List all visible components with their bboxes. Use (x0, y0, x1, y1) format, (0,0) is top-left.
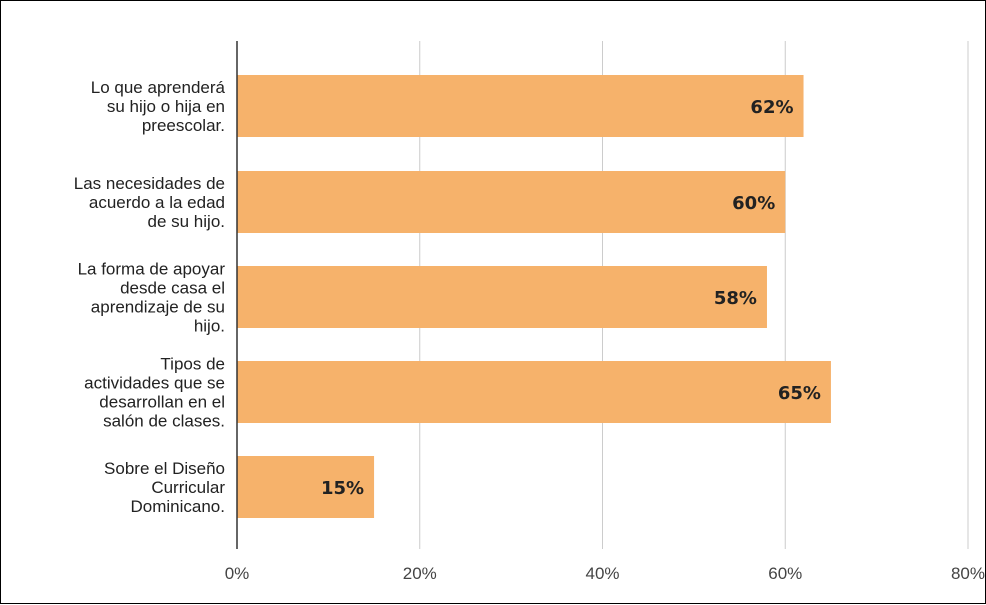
category-label-2: La forma de apoyar desde casa el aprendiza… (78, 260, 226, 336)
x-axis-ticks: 0% 20% 40% 60% 80% (225, 564, 985, 583)
category-label-3: Tipos de actividades que se desarrollan en… (84, 355, 225, 431)
category-label-line: su hijo o hija en (107, 97, 225, 116)
category-label-line: de su hijo. (148, 212, 226, 231)
category-label-line: desde casa el (120, 279, 225, 298)
category-label-line: actividades que se (84, 374, 225, 393)
data-label-1: 60% (732, 193, 775, 214)
x-tick-label-40: 40% (585, 564, 619, 583)
category-label-line: Curricular (151, 478, 225, 497)
category-label-4: Sobre el Diseño Curricular Dominicano. (104, 459, 225, 516)
x-tick-label-80: 80% (951, 564, 985, 583)
category-label-line: salón de clases. (103, 412, 225, 431)
x-tick-label-0: 0% (225, 564, 250, 583)
category-label-line: Sobre el Diseño (104, 459, 225, 478)
bar-1 (237, 171, 786, 233)
bar-0 (237, 75, 804, 137)
category-label-line: desarrollan en el (99, 393, 225, 412)
category-label-1: Las necesidades de acuerdo a la edad de su… (74, 174, 225, 231)
category-label-line: aprendizaje de su (91, 298, 225, 317)
data-label-3: 65% (778, 383, 821, 404)
category-label-line: La forma de apoyar (78, 260, 226, 279)
category-label-0: Lo que aprenderá su hijo o hija en preesco… (91, 78, 226, 135)
data-label-2: 58% (714, 288, 757, 309)
category-label-line: Lo que aprenderá (91, 78, 226, 97)
bars: 62% 60% 58% 65% 15% (237, 75, 831, 518)
category-label-line: acuerdo a la edad (89, 193, 225, 212)
bar-2 (237, 266, 767, 328)
category-label-line: Dominicano. (131, 497, 226, 516)
x-tick-label-60: 60% (768, 564, 802, 583)
category-label-line: Tipos de (160, 355, 225, 374)
category-label-line: hijo. (194, 317, 225, 336)
category-label-line: preescolar. (142, 116, 225, 135)
bar-4 (237, 456, 375, 518)
bar-3 (237, 361, 831, 423)
data-label-4: 15% (321, 478, 364, 499)
data-label-0: 62% (750, 97, 793, 118)
category-labels: Lo que aprenderá su hijo o hija en preesco… (74, 78, 226, 516)
x-tick-label-20: 20% (403, 564, 437, 583)
category-label-line: Las necesidades de (74, 174, 225, 193)
